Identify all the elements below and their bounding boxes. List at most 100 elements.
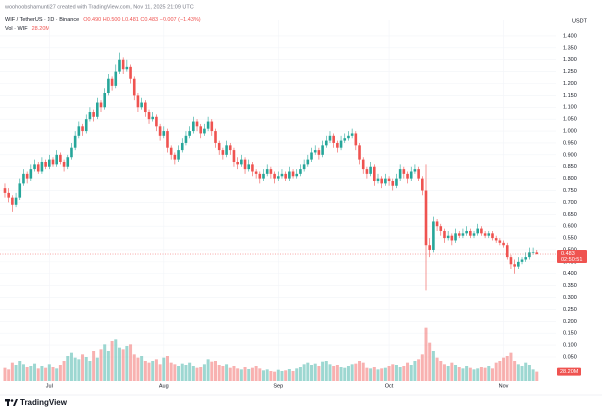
candle-body (228, 145, 232, 151)
candle-body (450, 235, 454, 241)
candle-body (140, 102, 143, 108)
volume-bar (206, 359, 210, 381)
volume-bar (51, 367, 55, 381)
candle-body (531, 252, 535, 253)
candle-body (269, 169, 273, 174)
candle-body (262, 173, 265, 179)
candle-body (206, 121, 210, 129)
candle-body (36, 164, 40, 172)
volume-bar (7, 369, 11, 381)
volume-bar (358, 361, 362, 381)
x-tick-label: Oct (385, 383, 394, 389)
volume-bar (191, 366, 195, 381)
candle-body (276, 176, 280, 179)
volume-bar (284, 370, 288, 381)
candle-body (180, 142, 184, 151)
candle-body (103, 93, 107, 108)
volume-bar (33, 363, 37, 381)
y-tick-label: 0.750 (563, 188, 577, 194)
y-tick-label: 0.400 (563, 271, 577, 277)
volume-bar (383, 367, 387, 381)
volume-bar (468, 367, 472, 381)
volume-bar (524, 362, 528, 381)
volume-bar (95, 357, 99, 381)
volume-bar (376, 369, 380, 381)
volume-bar (213, 361, 217, 381)
candle-body (192, 121, 195, 132)
x-tick-label: Nov (499, 383, 509, 389)
candle-body (3, 188, 7, 193)
volume-bar (428, 342, 432, 381)
candle-body (465, 230, 468, 234)
volume-bar (173, 364, 177, 381)
candle-body (350, 133, 354, 136)
volume-bar (210, 361, 214, 381)
y-tick-label: 0.150 (563, 331, 577, 337)
candle-body (395, 178, 398, 186)
candle-body (77, 126, 81, 136)
candle-body (413, 169, 417, 172)
candle-body (347, 135, 350, 139)
candle-body (210, 121, 214, 132)
volume-bar (165, 356, 169, 381)
symbol: WIF / TetherUS · 1D · Binance (5, 17, 79, 23)
candle-body (461, 233, 465, 236)
candle-body (361, 159, 365, 170)
volume-bar (435, 357, 439, 381)
candle-body (88, 112, 92, 120)
candle-body (147, 112, 151, 120)
candle-body (483, 233, 487, 236)
currency: USDT (572, 18, 588, 24)
candle-body (358, 145, 361, 160)
volume-bar (417, 359, 421, 381)
candle-body (502, 242, 505, 246)
candle-body (214, 131, 217, 143)
candle-body (435, 221, 439, 227)
volume-bar (335, 365, 339, 381)
candle-body (317, 150, 321, 155)
volume-bar (306, 362, 310, 381)
candle-body (310, 152, 313, 160)
candle-body (313, 150, 317, 153)
candle-body (129, 66, 132, 79)
volume-bar (81, 354, 85, 381)
volume-bar (21, 364, 25, 381)
candle-body (339, 140, 343, 148)
volume-bar (273, 371, 277, 381)
volume-bar (505, 356, 509, 381)
candle-body (51, 159, 55, 165)
candle-body (365, 169, 369, 174)
candle-body (11, 197, 14, 205)
volume-bar (88, 361, 92, 381)
volume-bar (125, 346, 129, 381)
candle-body (439, 226, 443, 231)
volume-line: Vol · WIF 28.20M (5, 26, 50, 32)
y-tick-label: 0.350 (563, 283, 577, 289)
y-tick-label: 0.700 (563, 200, 577, 206)
volume-bar (317, 366, 321, 381)
volume-bar (114, 339, 118, 381)
candle-body (251, 164, 254, 172)
x-tick-label: Aug (159, 383, 169, 389)
volume-bar (424, 327, 428, 381)
volume-bar (535, 371, 539, 381)
candle-body (144, 102, 147, 113)
candle-body (195, 121, 199, 127)
volume-bar (339, 367, 343, 381)
candle-body (55, 154, 58, 165)
candle-body (520, 259, 524, 262)
candle-body (73, 135, 77, 148)
volume-bar (409, 365, 413, 381)
candle-body (480, 228, 483, 234)
volume-bar (162, 357, 166, 381)
candle-body (380, 178, 383, 184)
volume-bar (406, 362, 410, 381)
volume-bar (431, 351, 435, 381)
volume-bar (36, 368, 40, 381)
volume-bar (298, 367, 302, 381)
candle-body (446, 235, 450, 239)
candle-body (428, 245, 431, 250)
candle-body (22, 173, 25, 184)
candle-body (258, 173, 262, 179)
volume-bar (472, 369, 476, 381)
